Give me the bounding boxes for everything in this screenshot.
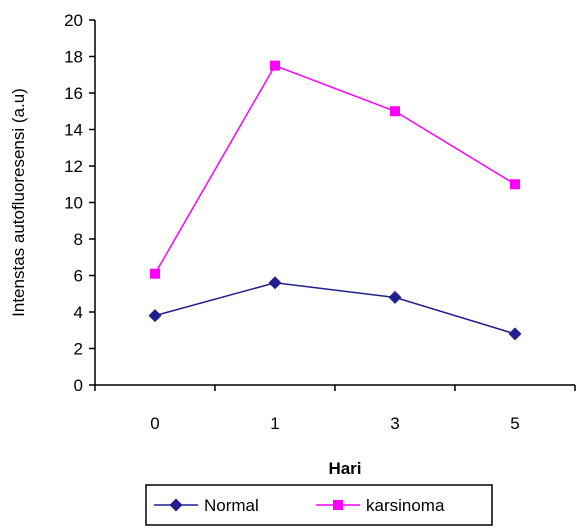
x-tick-label: 3 [390, 414, 399, 433]
x-tick-label: 5 [510, 414, 519, 433]
y-tick-label: 18 [64, 48, 83, 67]
y-tick-label: 12 [64, 157, 83, 176]
y-axis-title: Intenstas autofluoresensi (a.u) [9, 88, 28, 317]
data-point-karsinoma [390, 106, 400, 117]
data-point-normal [508, 327, 522, 341]
data-point-normal [148, 309, 162, 323]
legend-label-normal: Normal [204, 496, 259, 515]
data-point-karsinoma [150, 268, 160, 279]
y-tick-label: 16 [64, 84, 83, 103]
y-tick-label: 6 [74, 267, 83, 286]
x-tick-label: 1 [270, 414, 279, 433]
y-tick-label: 8 [74, 230, 83, 249]
legend-label-karsinoma: karsinoma [366, 496, 445, 515]
y-tick-label: 10 [64, 194, 83, 213]
legend: Normal karsinoma [145, 484, 493, 526]
x-axis-title: Hari [328, 459, 361, 478]
data-point-normal [388, 290, 402, 304]
plot-area: 0 2 4 6 8 10 12 14 16 18 20 0 1 3 5 [64, 11, 576, 433]
y-tick-label: 4 [74, 303, 83, 322]
series-line-normal [154, 282, 516, 335]
series-line-karsinoma [154, 64, 516, 275]
x-tick-label: 0 [150, 414, 159, 433]
data-point-normal [268, 276, 282, 290]
data-point-karsinoma [270, 60, 280, 71]
legend-marker-normal [169, 498, 183, 512]
legend-marker-karsinoma [333, 500, 343, 510]
y-tick-label: 0 [74, 376, 83, 395]
y-tick-label: 20 [64, 11, 83, 30]
data-point-karsinoma [510, 179, 520, 190]
y-tick-label: 2 [74, 340, 83, 359]
y-tick-label: 14 [64, 121, 83, 140]
